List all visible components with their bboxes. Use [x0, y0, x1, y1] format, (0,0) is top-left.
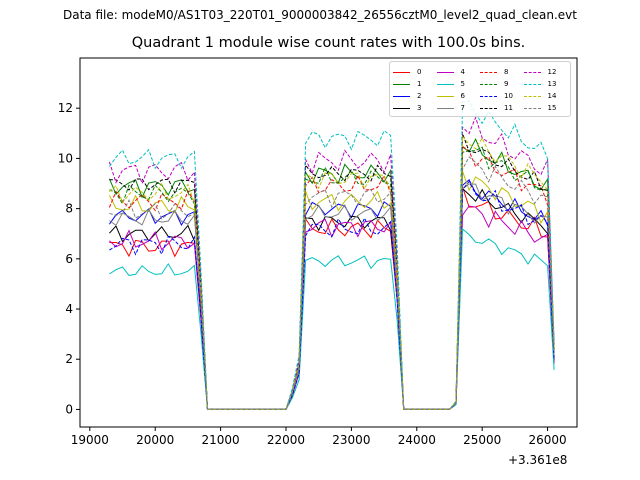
series-line-6 [108, 171, 555, 410]
series-line-11 [109, 133, 555, 410]
x-offset-label: +3.361e8 [508, 453, 568, 467]
x-tick-label: 25000 [463, 433, 501, 447]
legend-line-swatch [393, 71, 410, 73]
legend-label: 1 [417, 80, 422, 88]
legend-item: 11 [480, 102, 524, 114]
legend-line-swatch [393, 83, 410, 85]
x-tick-label: 24000 [398, 433, 436, 447]
legend-line-swatch [480, 83, 497, 85]
legend-line-swatch [523, 107, 541, 109]
legend-label: 3 [417, 104, 422, 112]
y-tick-label: 4 [65, 302, 73, 316]
legend-line-swatch [436, 71, 454, 73]
legend-label: 8 [504, 68, 509, 76]
axes-frame [79, 57, 578, 428]
legend-item: 5 [436, 78, 481, 90]
series-line-14 [109, 135, 555, 410]
legend-item: 14 [523, 90, 568, 102]
legend-label: 7 [460, 104, 465, 112]
legend-item: 12 [523, 66, 568, 78]
legend-item: 1 [393, 78, 437, 90]
series-line-13 [108, 100, 555, 410]
legend-line-swatch [480, 95, 497, 97]
y-tick-label: 2 [65, 352, 73, 366]
x-tick-label: 26000 [528, 433, 566, 447]
legend-item: 2 [393, 90, 437, 102]
series-line-10 [109, 180, 555, 410]
x-tick-label: 19000 [71, 433, 109, 447]
legend-line-swatch [523, 83, 541, 85]
legend-line-swatch [436, 107, 454, 109]
chart-title: Quadrant 1 module wise count rates with … [131, 35, 526, 51]
legend-label: 0 [417, 68, 422, 76]
legend-label: 13 [547, 80, 557, 88]
legend-line-swatch [436, 83, 454, 85]
legend-item: 0 [393, 66, 437, 78]
legend-item: 4 [436, 66, 481, 78]
legend-item: 9 [480, 78, 524, 90]
legend-line-swatch [393, 95, 410, 97]
series-line-7 [109, 183, 555, 410]
x-tick-label: 20000 [136, 433, 174, 447]
legend-line-swatch [480, 71, 497, 73]
data-file-suptitle: Data file: modeM0/AS1T03_220T01_90000038… [63, 8, 577, 22]
legend-label: 12 [547, 68, 557, 76]
legend-label: 6 [460, 92, 465, 100]
y-tick-label: 0 [65, 402, 73, 416]
y-tick-label: 6 [65, 252, 73, 266]
legend-label: 5 [460, 80, 465, 88]
axis-ticks: 19000 20000 21000 22000 23000 24000 25000 26000… [58, 101, 567, 447]
legend-label: 9 [504, 80, 509, 88]
legend-label: 15 [547, 104, 557, 112]
series-line-1 [108, 138, 555, 410]
legend: 0 1 2 3 4 5 6 7 8 9 10 11 12 13 14 15 [389, 61, 571, 117]
legend-label: 11 [504, 104, 513, 112]
legend-label: 14 [547, 92, 557, 100]
legend-item: 6 [436, 90, 481, 102]
legend-label: 10 [504, 92, 513, 100]
legend-item: 3 [393, 102, 437, 114]
y-tick-label: 10 [58, 151, 73, 165]
legend-line-swatch [436, 95, 454, 97]
series-line-15 [109, 156, 555, 410]
legend-label: 4 [460, 68, 465, 76]
legend-item: 7 [436, 102, 481, 114]
series-line-0 [109, 186, 555, 410]
legend-item: 8 [480, 66, 524, 78]
legend-item: 13 [523, 78, 568, 90]
legend-label: 2 [417, 92, 422, 100]
x-tick-label: 21000 [202, 433, 240, 447]
series-line-2 [108, 179, 555, 410]
series-line-3 [109, 187, 555, 410]
y-tick-label: 12 [58, 101, 73, 115]
legend-line-swatch [523, 71, 541, 73]
plot-lines [108, 100, 555, 410]
legend-item: 15 [523, 102, 568, 114]
y-tick-label: 8 [65, 202, 73, 216]
legend-line-swatch [393, 107, 410, 109]
legend-line-swatch [480, 107, 497, 109]
series-line-8 [108, 145, 555, 410]
x-tick-label: 22000 [267, 433, 305, 447]
series-line-5 [109, 228, 555, 410]
series-line-12 [108, 115, 555, 410]
x-tick-label: 23000 [332, 433, 370, 447]
legend-line-swatch [523, 95, 541, 97]
legend-item: 10 [480, 90, 524, 102]
